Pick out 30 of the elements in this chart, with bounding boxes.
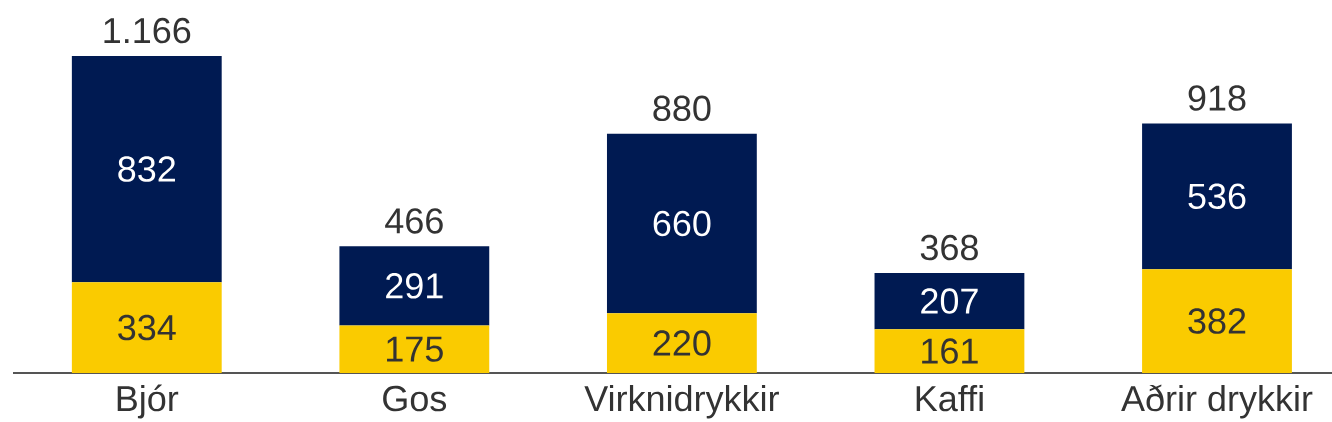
total-label: 466 [385,208,443,234]
data-label: 536 [1188,183,1246,210]
x-tick-label: Kaffi [916,384,983,412]
bar [71,282,222,373]
bar [339,325,490,373]
bar [874,272,1025,330]
x-tick-label: Aðrir drykkir [1121,384,1313,419]
total-label: 918 [1188,85,1246,111]
data-label: 334 [118,314,176,341]
data-label: 660 [653,210,711,237]
x-tick-label: Gos [383,385,447,412]
data-label: 161 [922,338,978,364]
data-label: 291 [386,273,443,299]
x-tick-label: Bjór [117,384,179,419]
x-tick-label: Virknidrykkir [584,384,779,419]
data-label: 382 [1188,308,1246,334]
total-label: 880 [653,95,711,122]
data-label: 207 [921,288,978,314]
data-label: 220 [653,330,711,356]
bar [1142,123,1292,270]
bar [606,133,757,314]
bar [874,329,1025,373]
bar [606,313,757,373]
data-label: 175 [387,336,443,362]
bar [1142,269,1292,373]
total-label: 1.166 [104,17,191,44]
bar [339,246,490,326]
total-label: 368 [920,234,978,261]
bar [71,56,222,283]
data-label: 832 [118,156,175,182]
